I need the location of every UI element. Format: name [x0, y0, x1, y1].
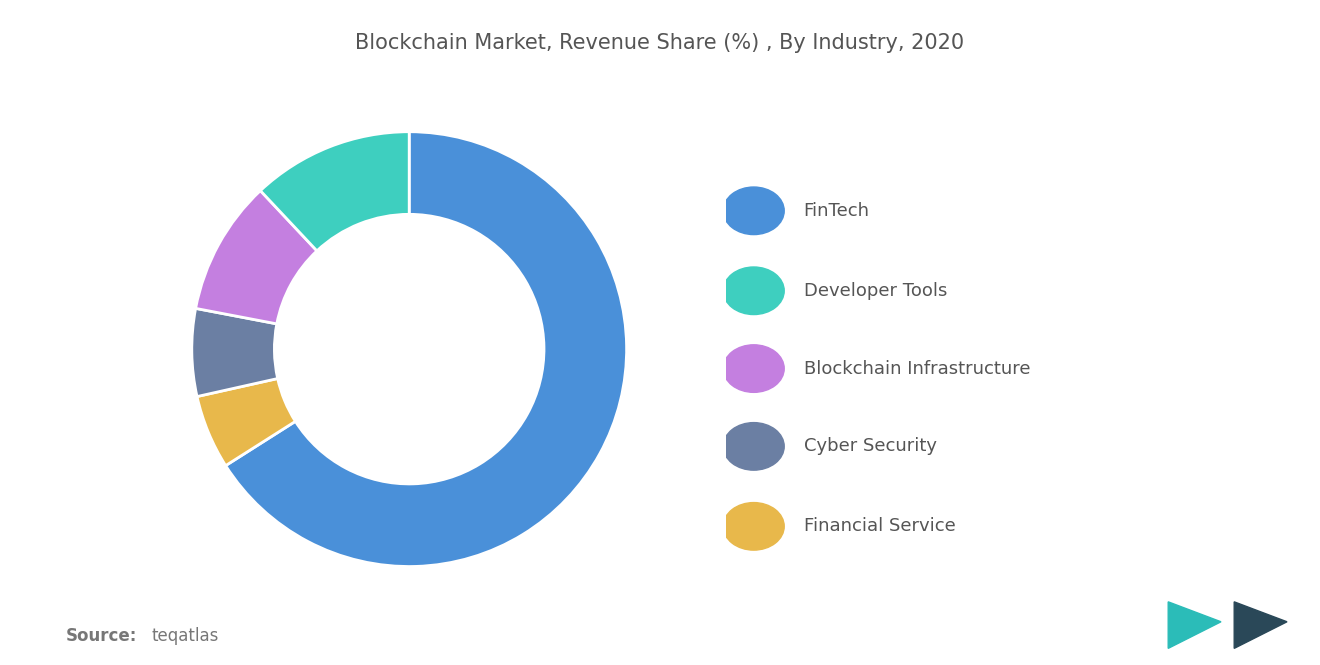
Circle shape — [723, 423, 784, 470]
Wedge shape — [191, 309, 277, 396]
Wedge shape — [195, 191, 317, 324]
Circle shape — [723, 344, 784, 392]
Polygon shape — [1234, 602, 1287, 648]
Wedge shape — [197, 378, 296, 466]
Text: teqatlas: teqatlas — [152, 627, 219, 645]
Wedge shape — [260, 132, 409, 251]
Circle shape — [723, 503, 784, 550]
Circle shape — [723, 267, 784, 315]
Text: Financial Service: Financial Service — [804, 517, 956, 535]
Wedge shape — [226, 132, 627, 567]
Text: FinTech: FinTech — [804, 201, 870, 220]
Circle shape — [723, 187, 784, 235]
Text: Blockchain Infrastructure: Blockchain Infrastructure — [804, 360, 1030, 378]
Text: Cyber Security: Cyber Security — [804, 438, 937, 456]
Text: Developer Tools: Developer Tools — [804, 282, 946, 300]
Polygon shape — [1168, 602, 1221, 648]
Text: Blockchain Market, Revenue Share (%) , By Industry, 2020: Blockchain Market, Revenue Share (%) , B… — [355, 33, 965, 53]
Text: Source:: Source: — [66, 627, 137, 645]
